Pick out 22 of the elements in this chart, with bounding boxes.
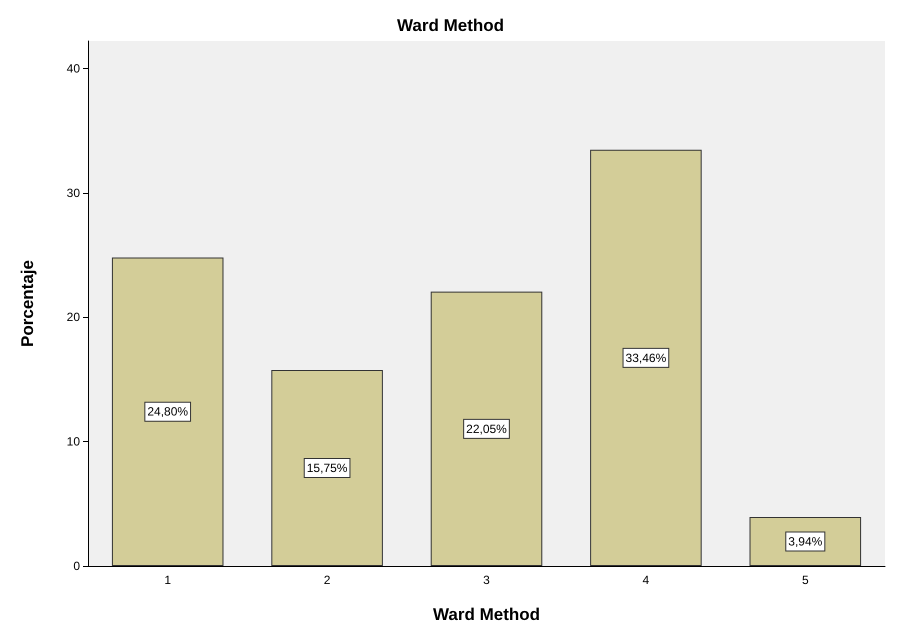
bar	[590, 150, 702, 566]
data-label: 33,46%	[626, 350, 667, 365]
x-tick-label: 5	[802, 573, 809, 587]
x-tick-label: 1	[164, 573, 172, 587]
bar	[112, 257, 224, 566]
x-tick-label: 4	[642, 573, 650, 587]
data-label: 24,80%	[147, 404, 188, 419]
x-axis-title: Ward Method	[432, 605, 540, 624]
data-label: 22,05%	[466, 422, 508, 436]
x-tick-label: 3	[483, 573, 490, 587]
x-tick-label: 2	[324, 573, 331, 587]
chart-title: Ward Method	[396, 16, 504, 35]
data-label: 15,75%	[306, 461, 348, 476]
bar	[271, 370, 383, 566]
y-tick-label: 20	[66, 310, 80, 324]
y-tick-label: 10	[66, 434, 80, 449]
y-tick-label: 0	[73, 559, 80, 573]
y-tick-label: 30	[66, 186, 80, 200]
data-label: 3,94%	[788, 534, 823, 548]
bar	[430, 292, 542, 566]
y-tick-label: 40	[66, 61, 80, 76]
y-axis-title: Porcentaje	[18, 260, 37, 347]
